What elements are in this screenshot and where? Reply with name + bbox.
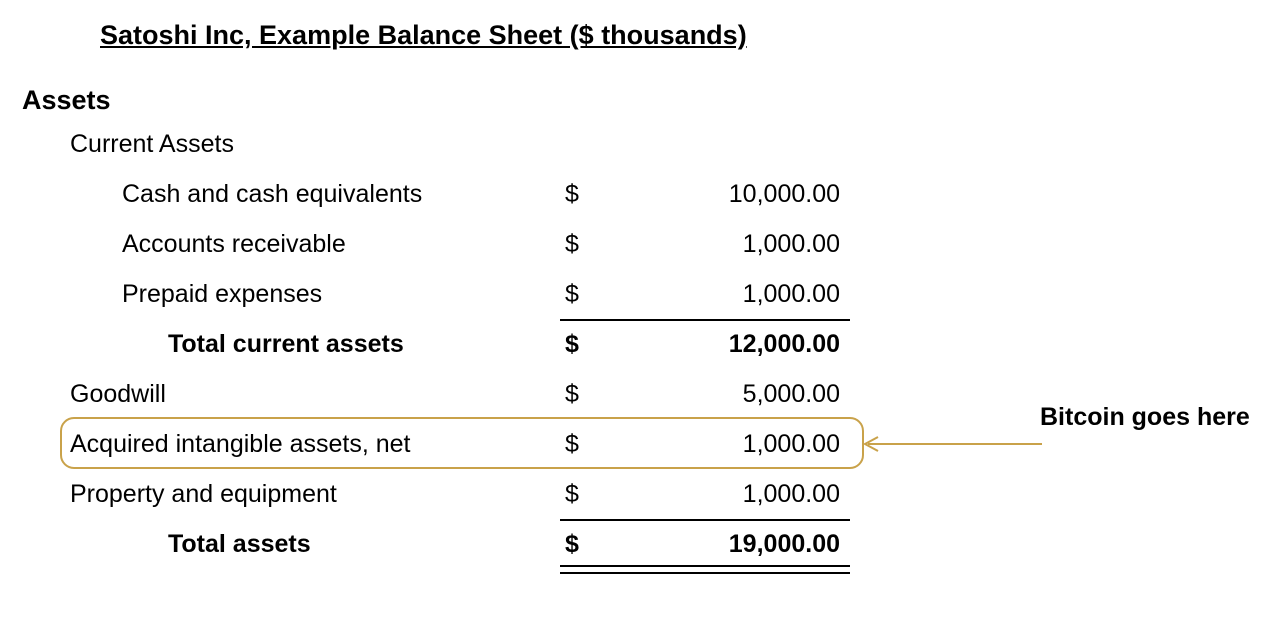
row-prepaid-expenses: Prepaid expenses $ 1,000.00	[0, 269, 1274, 319]
currency-symbol: $	[565, 430, 595, 459]
balance-sheet-page: Satoshi Inc, Example Balance Sheet ($ th…	[0, 0, 1274, 644]
page-title: Satoshi Inc, Example Balance Sheet ($ th…	[100, 20, 1274, 51]
currency-symbol: $	[565, 380, 595, 409]
label-accounts-receivable: Accounts receivable	[122, 230, 346, 259]
value-acquired-intangible-assets: 1,000.00	[620, 430, 840, 459]
subtotal-rule	[560, 319, 850, 321]
row-total-current-assets: Total current assets $ 12,000.00	[0, 319, 1274, 369]
label-acquired-intangible-assets: Acquired intangible assets, net	[70, 430, 411, 459]
currency-symbol: $	[565, 530, 595, 559]
label-property-and-equipment: Property and equipment	[70, 480, 337, 509]
current-assets-heading: Current Assets	[70, 130, 1274, 159]
row-total-assets: Total assets $ 19,000.00	[0, 519, 1274, 569]
currency-symbol: $	[565, 230, 595, 259]
callout-label: Bitcoin goes here	[1040, 403, 1250, 432]
currency-symbol: $	[565, 330, 595, 359]
label-total-current-assets: Total current assets	[168, 330, 404, 359]
label-goodwill: Goodwill	[70, 380, 166, 409]
value-goodwill: 5,000.00	[620, 380, 840, 409]
label-prepaid-expenses: Prepaid expenses	[122, 280, 322, 309]
total-rule-top	[560, 519, 850, 521]
asset-rows: Cash and cash equivalents $ 10,000.00 Ac…	[0, 169, 1274, 569]
value-prepaid-expenses: 1,000.00	[620, 280, 840, 309]
callout-arrow-icon	[862, 434, 1042, 454]
row-property-and-equipment: Property and equipment $ 1,000.00	[0, 469, 1274, 519]
currency-symbol: $	[565, 180, 595, 209]
value-accounts-receivable: 1,000.00	[620, 230, 840, 259]
currency-symbol: $	[565, 480, 595, 509]
row-accounts-receivable: Accounts receivable $ 1,000.00	[0, 219, 1274, 269]
assets-heading: Assets	[22, 85, 1274, 116]
currency-symbol: $	[565, 280, 595, 309]
row-cash: Cash and cash equivalents $ 10,000.00	[0, 169, 1274, 219]
label-cash: Cash and cash equivalents	[122, 180, 422, 209]
value-total-current-assets: 12,000.00	[620, 330, 840, 359]
value-cash: 10,000.00	[620, 180, 840, 209]
value-property-and-equipment: 1,000.00	[620, 480, 840, 509]
value-total-assets: 19,000.00	[620, 530, 840, 559]
total-rule-double	[560, 565, 850, 574]
label-total-assets: Total assets	[168, 530, 311, 559]
